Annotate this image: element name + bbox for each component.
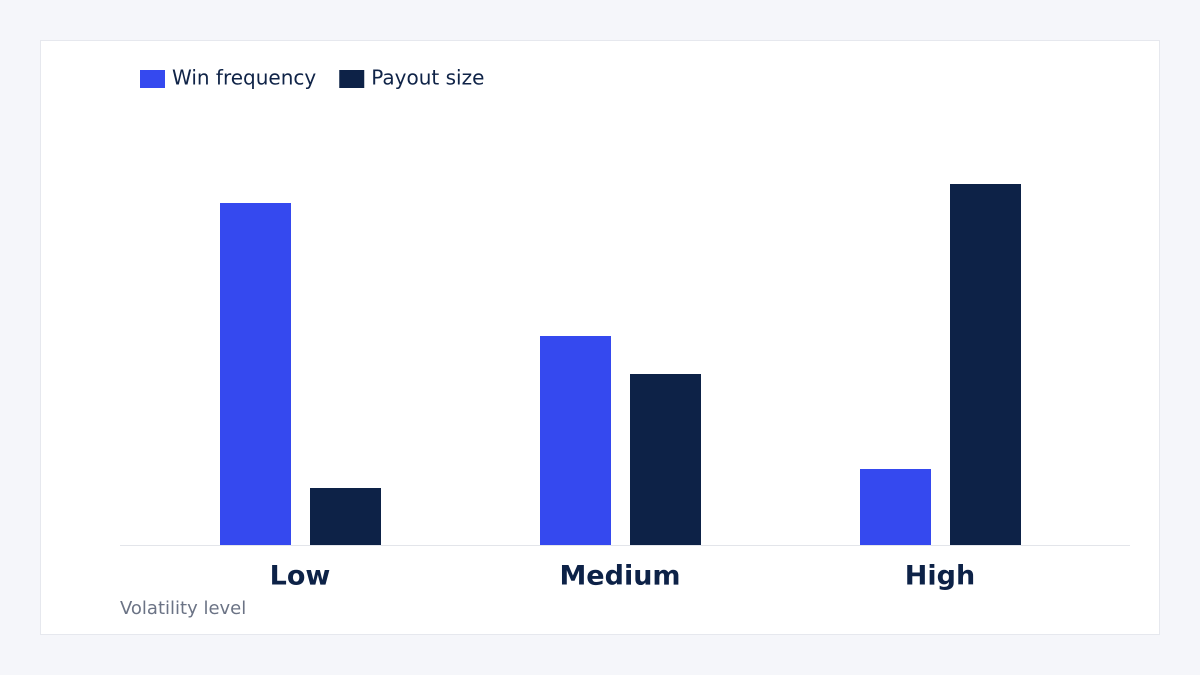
- legend-label: Win frequency: [172, 66, 316, 90]
- x-tick-label: Medium: [559, 561, 680, 592]
- x-tick-label: High: [905, 561, 975, 592]
- bar: [220, 203, 291, 545]
- legend-swatch: [339, 70, 365, 88]
- x-axis-title: Volatility level: [120, 598, 246, 619]
- bar: [860, 469, 931, 545]
- bar: [540, 336, 611, 545]
- legend-label: Payout size: [371, 66, 484, 90]
- legend-swatch: [140, 70, 165, 88]
- bar: [310, 488, 381, 545]
- bar: [630, 374, 701, 545]
- x-tick-label: Low: [270, 561, 331, 592]
- bar: [950, 184, 1021, 545]
